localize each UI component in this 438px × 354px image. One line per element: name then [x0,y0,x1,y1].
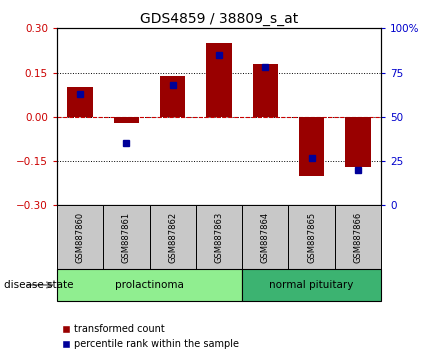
Bar [160,75,185,117]
Bar [196,205,242,269]
Text: normal pituitary: normal pituitary [269,280,354,290]
Bar [206,43,232,117]
Text: GSM887866: GSM887866 [353,212,362,263]
Text: prolactinoma: prolactinoma [115,280,184,290]
Legend: transformed count, percentile rank within the sample: transformed count, percentile rank withi… [62,324,240,349]
Bar [335,205,381,269]
Bar [289,205,335,269]
Bar [253,64,278,117]
Text: GSM887862: GSM887862 [168,212,177,263]
Text: GSM887863: GSM887863 [215,212,223,263]
Bar [149,205,196,269]
Bar [242,205,289,269]
Text: disease state: disease state [4,280,74,290]
Text: GSM887865: GSM887865 [307,212,316,263]
Bar [103,205,149,269]
Bar [114,117,139,123]
Bar [242,269,381,301]
Bar [57,269,242,301]
Bar [57,205,103,269]
Text: GSM887864: GSM887864 [261,212,270,263]
Bar [67,87,93,117]
Bar [299,117,324,176]
Text: GSM887860: GSM887860 [76,212,85,263]
Bar [345,117,371,167]
Text: GSM887861: GSM887861 [122,212,131,263]
Title: GDS4859 / 38809_s_at: GDS4859 / 38809_s_at [140,12,298,26]
